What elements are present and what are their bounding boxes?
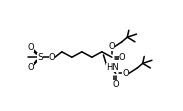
Text: O: O <box>48 53 55 62</box>
Text: O: O <box>109 42 115 51</box>
Text: O: O <box>28 43 34 52</box>
Text: O: O <box>28 63 34 72</box>
Text: O: O <box>119 53 125 62</box>
Text: HN: HN <box>107 63 119 72</box>
Text: O: O <box>122 69 129 78</box>
Text: S: S <box>37 53 43 62</box>
Text: O: O <box>112 80 119 89</box>
